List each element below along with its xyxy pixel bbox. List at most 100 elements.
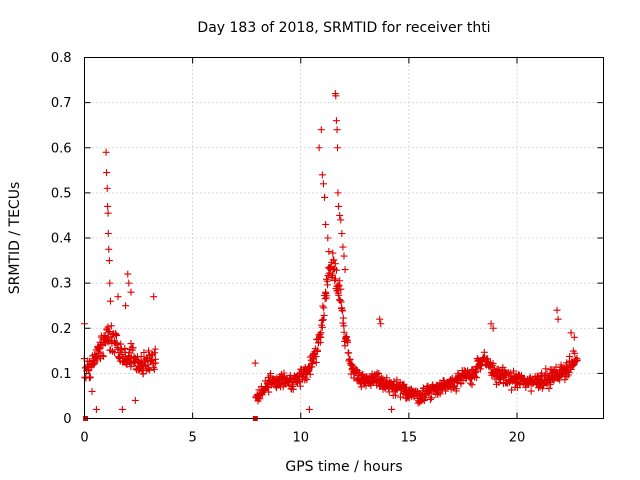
data-point: [327, 273, 335, 281]
data-point: [330, 256, 338, 264]
chart-title: Day 183 of 2018, SRMTID for receiver tht…: [197, 20, 490, 36]
data-point: [103, 184, 111, 192]
data-point: [333, 126, 341, 134]
data-point: [151, 345, 159, 353]
data-point: [472, 368, 480, 376]
data-point: [305, 405, 313, 413]
data-point: [267, 370, 275, 378]
data-point: [452, 385, 460, 393]
y-tick-label: 0.1: [51, 367, 72, 382]
data-point: [251, 359, 259, 367]
data-point: [495, 379, 503, 387]
x-tick-label: 5: [188, 431, 196, 446]
data-point: [436, 390, 444, 398]
data-point: [480, 348, 488, 356]
data-point: [340, 328, 348, 336]
data-point: [302, 374, 310, 382]
data-point: [150, 293, 158, 301]
data-point: [340, 322, 348, 330]
data-point: [473, 374, 481, 382]
y-axis-label: SRMTID / TECUs: [7, 182, 23, 295]
data-point: [329, 272, 337, 280]
data-point: [114, 293, 122, 301]
data-point: [426, 395, 434, 403]
data-point: [103, 169, 111, 177]
data-point: [105, 257, 113, 265]
data-point: [137, 353, 145, 361]
data-point: [107, 322, 115, 330]
data-point: [542, 365, 550, 373]
data-point: [146, 366, 154, 374]
data-point: [373, 369, 381, 377]
y-tick-labels: 0 0.1 0.2 0.3 0.4 0.5 0.6 0.7 0.8: [51, 51, 72, 427]
data-point: [139, 370, 147, 378]
data-point: [487, 320, 495, 328]
grid-lines: [84, 57, 604, 419]
data-point: [453, 379, 461, 387]
data-point: [339, 314, 347, 322]
data-point: [428, 394, 436, 402]
data-point: [332, 92, 340, 100]
data-point: [131, 396, 139, 404]
data-point: [339, 307, 347, 315]
data-point: [125, 279, 133, 287]
data-point: [140, 349, 148, 357]
y-tick-label: 0.3: [51, 277, 72, 292]
plot-frame: [84, 57, 604, 419]
data-point: [508, 386, 516, 394]
data-point: [339, 243, 347, 251]
data-point: [105, 245, 113, 253]
data-point: [102, 148, 110, 156]
x-tick-label: 20: [509, 431, 526, 446]
data-point: [127, 288, 135, 296]
data-point: [489, 324, 497, 332]
data-point: [352, 366, 360, 374]
y-tick-label: 0.7: [51, 96, 72, 111]
data-point: [323, 275, 331, 283]
data-point: [489, 359, 497, 367]
data-point: [152, 359, 160, 367]
data-point: [127, 340, 135, 348]
data-point: [315, 144, 323, 152]
data-point: [313, 347, 321, 355]
data-point: [86, 373, 94, 381]
data-point: [506, 369, 514, 377]
data-point: [303, 376, 311, 384]
data-point: [553, 306, 561, 314]
data-point: [341, 342, 349, 350]
data-point: [545, 384, 553, 392]
data-point: [335, 202, 343, 210]
data-point: [349, 362, 357, 370]
data-point: [345, 349, 353, 357]
data-point: [377, 320, 385, 328]
data-point: [118, 405, 126, 413]
data-point: [332, 266, 340, 274]
y-tick-label: 0.5: [51, 186, 72, 201]
data-point: [392, 391, 400, 399]
data-point: [318, 171, 326, 179]
data-point: [334, 189, 342, 197]
data-point: [375, 370, 383, 378]
data-points: [80, 90, 581, 421]
y-tick-label: 0.2: [51, 322, 72, 337]
data-point: [100, 352, 108, 360]
y-tick-label: 0: [63, 412, 71, 427]
data-point: [319, 180, 327, 188]
data-point: [127, 363, 135, 371]
data-point: [296, 382, 304, 390]
data-point: [477, 365, 485, 373]
data-point: [147, 356, 155, 364]
data-point: [331, 275, 339, 283]
data-point: [322, 220, 330, 228]
data-point: [124, 270, 132, 278]
data-point: [142, 355, 150, 363]
data-point: [280, 369, 288, 377]
data-point: [150, 349, 158, 357]
data-point: [316, 330, 324, 338]
data-point: [336, 277, 344, 285]
data-point: [104, 209, 112, 217]
data-point: [567, 329, 575, 337]
data-point: [289, 385, 297, 393]
y-tick-label: 0.6: [51, 141, 72, 156]
